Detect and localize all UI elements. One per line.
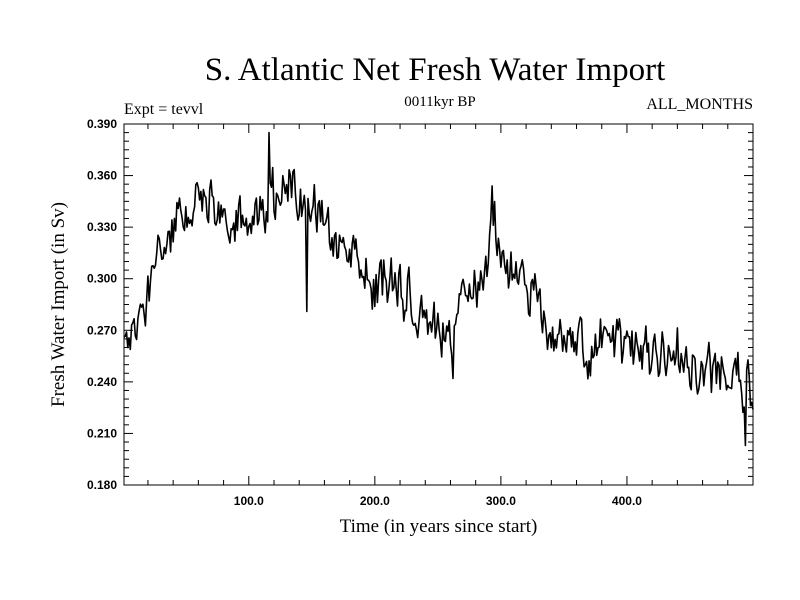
chart-title: S. Atlantic Net Fresh Water Import [204,52,666,88]
series-line-fresh-water-import [123,131,754,447]
x-tick-label: 200.0 [360,494,390,508]
y-tick-label: 0.360 [87,169,117,183]
x-tick-label: 300.0 [486,494,516,508]
y-tick-label: 0.240 [87,375,117,389]
y-tick-label: 0.210 [87,426,117,440]
experiment-label: Expt = tevvl [124,101,204,118]
chart-subtitle: 0011kyr BP [404,94,476,110]
y-tick-label: 0.180 [87,478,117,492]
y-axis-title: Fresh Water Import (in Sv) [48,202,69,407]
y-tick-label: 0.270 [87,323,117,337]
y-tick-label: 0.390 [87,117,117,131]
axis-ticks [124,124,753,485]
x-tick-label: 100.0 [234,494,264,508]
plot-frame [123,123,754,486]
x-tick-label: 400.0 [612,494,642,508]
months-label: ALL_MONTHS [646,96,753,113]
y-tick-label: 0.300 [87,272,117,286]
x-axis-title: Time (in years since start) [340,516,538,537]
axis-tick-labels: 100.0 200.0 300.0 400.0 0.180 0.210 0.240 0.270… [87,117,642,508]
y-tick-label: 0.330 [87,220,117,234]
